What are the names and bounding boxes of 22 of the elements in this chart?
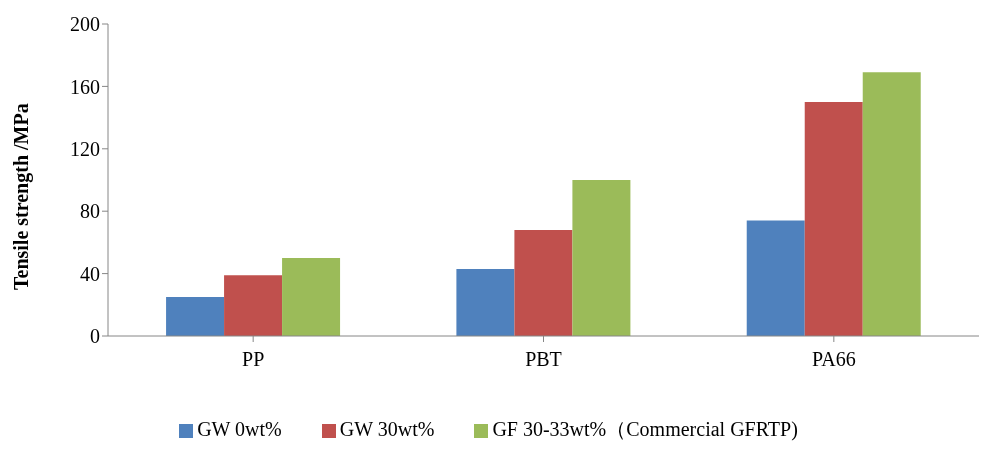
x-tick-label: PA66 (811, 348, 856, 371)
y-tick-label: 160 (70, 75, 100, 98)
bar (224, 275, 283, 336)
x-tick-label: PP (242, 348, 265, 371)
bar (456, 268, 515, 336)
legend-label: GW 0wt% (197, 418, 282, 440)
bar (282, 258, 341, 336)
y-tick-label: 120 (70, 137, 100, 160)
x-tick-label: PBT (525, 348, 562, 371)
legend-label: GF 30-33wt%（Commercial GFRTP) (492, 418, 798, 440)
y-tick-label: 200 (70, 13, 100, 36)
bar (804, 102, 863, 336)
y-axis-title: Tensile strength /MPa (10, 103, 34, 290)
bar (862, 72, 921, 336)
bar (746, 220, 805, 336)
y-tick-label: 0 (90, 325, 100, 348)
bar (572, 180, 631, 336)
legend-label: GW 30wt% (339, 418, 435, 440)
y-tick-label: 40 (80, 262, 100, 285)
bar (166, 297, 225, 336)
y-tick-label: 80 (80, 200, 100, 223)
bar (514, 229, 573, 336)
